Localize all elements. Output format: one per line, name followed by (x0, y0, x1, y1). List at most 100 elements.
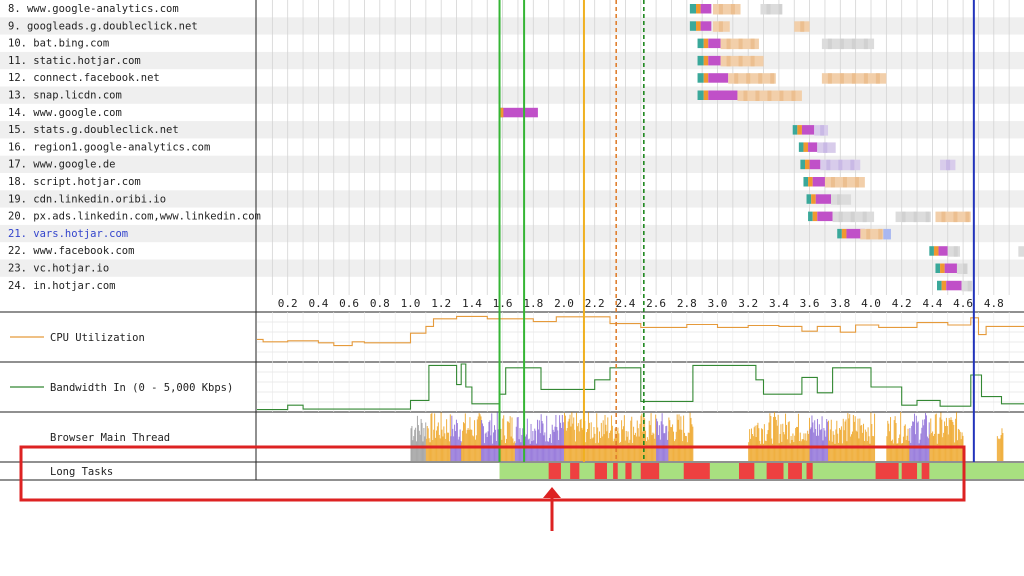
activity-slice (552, 429, 554, 461)
activity-slice (904, 424, 906, 461)
activity-slice (860, 425, 862, 461)
activity-slice (649, 425, 651, 461)
activity-slice (621, 420, 623, 461)
activity-slice (482, 423, 484, 461)
activity-slice (900, 412, 902, 461)
activity-slice (772, 443, 774, 461)
long-task (901, 463, 918, 479)
activity-slice (455, 419, 457, 461)
activity-slice (593, 427, 595, 461)
activity-slice (811, 415, 813, 461)
activity-slice (890, 417, 892, 461)
timing-segment (697, 55, 704, 66)
timing-segment (803, 142, 809, 152)
ttfb-bar (809, 159, 821, 170)
activity-slice (587, 412, 589, 461)
activity-slice (787, 422, 789, 461)
request-label: 14. www.google.com (8, 107, 122, 119)
activity-slice (690, 417, 692, 461)
tick-label: 2.2 (585, 297, 605, 310)
activity-slice (801, 439, 803, 461)
activity-slice (588, 422, 590, 461)
activity-slice (868, 436, 870, 461)
activity-slice (847, 413, 849, 461)
activity-slice (519, 428, 521, 461)
download-chunk (854, 177, 859, 188)
tick-label: 4.2 (892, 297, 912, 310)
activity-slice (806, 440, 808, 461)
activity-slice (548, 437, 550, 461)
download-chunk (838, 159, 843, 171)
activity-slice (599, 437, 601, 461)
activity-slice (924, 419, 926, 461)
download-chunk (839, 73, 844, 84)
activity-slice (656, 418, 658, 461)
download-chunk (866, 228, 871, 240)
download-bar (712, 4, 741, 15)
activity-slice (948, 418, 950, 461)
download-chunk (839, 38, 844, 50)
timing-segment (812, 211, 818, 222)
activity-slice (816, 418, 818, 461)
activity-slice (996, 436, 998, 461)
activity-slice (815, 429, 817, 461)
row-stripe (0, 86, 1024, 104)
download-chunk (862, 211, 867, 223)
activity-slice (590, 422, 592, 461)
timing-segment (502, 107, 523, 118)
activity-slice (797, 427, 799, 461)
activity-slice (672, 424, 674, 461)
activity-slice (873, 436, 875, 461)
download-chunk (941, 211, 946, 223)
timing-segment (808, 177, 813, 187)
long-task (921, 463, 930, 479)
activity-slice (845, 419, 847, 461)
activity-slice (671, 427, 673, 461)
activity-slice (478, 413, 480, 461)
download-chunk (758, 73, 763, 84)
activity-slice (630, 420, 632, 461)
activity-slice (440, 412, 442, 461)
long-task (683, 463, 710, 479)
timing-segment (697, 73, 704, 83)
highlight-box (19, 445, 966, 502)
activity-slice (859, 418, 861, 461)
activity-slice (957, 428, 959, 461)
request-label: 12. connect.facebook.net (8, 72, 160, 84)
activity-slice (610, 415, 612, 461)
download-bar (883, 228, 891, 240)
activity-slice (788, 421, 790, 461)
activity-slice (775, 419, 777, 461)
activity-slice (680, 416, 682, 461)
activity-slice (960, 439, 962, 461)
activity-slice (810, 427, 812, 461)
activity-slice (435, 437, 437, 461)
activity-slice (773, 412, 775, 461)
activity-slice (673, 441, 675, 461)
timing-segment (703, 38, 709, 49)
activity-slice (631, 416, 633, 461)
activity-slice (773, 417, 775, 461)
activity-slice (525, 436, 527, 461)
activity-slice (597, 427, 599, 461)
activity-slice (491, 413, 493, 461)
download-chunk (800, 21, 805, 32)
activity-slice (692, 426, 694, 461)
timing-segment (708, 73, 729, 83)
activity-slice (918, 443, 920, 461)
activity-slice (785, 413, 787, 461)
tick-label: 0.6 (339, 297, 359, 310)
activity-slice (528, 438, 530, 461)
long-task (625, 463, 632, 479)
download-chunk (863, 73, 868, 84)
activity-slice (686, 442, 688, 461)
activity-slice (774, 416, 776, 461)
activity-slice (809, 429, 811, 461)
download-chunk (827, 38, 832, 50)
activity-slice (513, 442, 515, 461)
activity-slice (473, 436, 475, 461)
activity-slice (469, 417, 471, 461)
download-chunk (967, 280, 972, 292)
activity-slice (944, 421, 946, 461)
long-task (570, 463, 580, 479)
